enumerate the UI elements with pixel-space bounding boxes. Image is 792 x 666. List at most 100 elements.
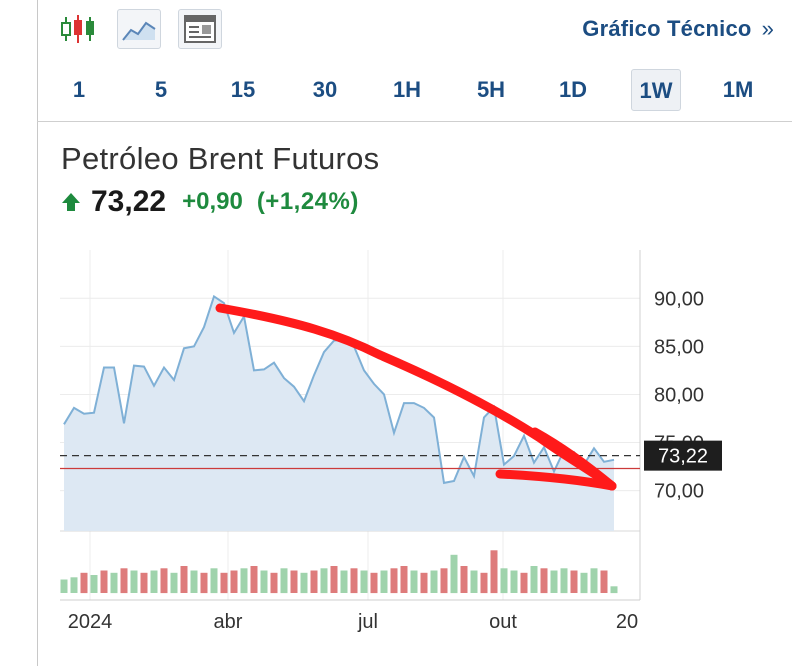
price-area-fill: [64, 296, 614, 531]
interval-selector: 1 5 15 30 1H 5H 1D 1W 1M: [37, 66, 792, 116]
last-price: 73,22: [91, 185, 167, 218]
y-tick-label: 90,00: [654, 288, 704, 310]
interval-1w[interactable]: 1W: [631, 69, 681, 111]
volume-bar: [250, 566, 258, 593]
volume-bar: [130, 570, 138, 593]
line-chart-icon: [122, 21, 156, 41]
volume-bar: [220, 572, 228, 594]
candlestick-icon: [61, 15, 94, 43]
volume-bar: [390, 568, 398, 594]
technical-chart-label: Gráfico Técnico: [582, 16, 752, 41]
volume-bar: [90, 575, 98, 593]
interval-1d[interactable]: 1D: [558, 77, 588, 102]
volume-bar: [380, 570, 388, 593]
panel-left-border: [37, 0, 38, 666]
interval-5[interactable]: 5: [154, 77, 168, 102]
interval-1m[interactable]: 1M: [722, 77, 754, 102]
volume-bar: [150, 570, 158, 593]
trend-annotation-arrowhead-top: [530, 427, 617, 491]
volume-bar: [480, 572, 488, 594]
volume-bar: [450, 554, 458, 594]
volume-bar: [320, 568, 328, 594]
volume-bar: [200, 572, 208, 594]
volume-bar: [550, 570, 558, 593]
volume-bar: [270, 572, 278, 594]
volume-bar: [340, 570, 348, 593]
volume-bar: [180, 566, 188, 593]
volume-bar: [260, 570, 268, 593]
volume-bar: [80, 572, 88, 594]
volume-bar: [590, 568, 598, 594]
volume-bar: [110, 572, 118, 594]
technical-chart-link[interactable]: Gráfico Técnico »: [582, 16, 774, 42]
y-tick-label: 85,00: [654, 336, 704, 358]
interval-1[interactable]: 1: [72, 77, 86, 102]
volume-bar: [490, 550, 498, 594]
current-price-box: [644, 440, 722, 471]
table-view-icon: [184, 15, 216, 43]
volume-bar: [360, 570, 368, 593]
volume-bar: [410, 570, 418, 593]
time-axis-ticks: 2024 abr jul out 20: [68, 611, 638, 633]
volume-bar: [420, 572, 428, 594]
trend-annotation-arrowhead-bottom: [495, 469, 617, 491]
volume-bar: [440, 568, 448, 594]
volume-bar: [190, 570, 198, 593]
volume-bar: [470, 570, 478, 593]
volume-bars: [60, 550, 618, 594]
candlestick-chart-button[interactable]: [56, 9, 100, 49]
instrument-name: Petróleo Brent Futuros: [61, 141, 380, 176]
volume-bar: [60, 579, 68, 593]
volume-bar: [230, 570, 238, 593]
volume-bar: [400, 566, 408, 593]
volume-bar: [170, 572, 178, 594]
y-tick-label: 80,00: [654, 384, 704, 406]
table-view-button[interactable]: [178, 9, 222, 49]
y-tick-label: 70,00: [654, 481, 704, 503]
volume-bar: [300, 572, 308, 594]
current-price-label: 73,22: [658, 446, 708, 468]
volume-bar: [540, 568, 548, 594]
volume-bar: [600, 570, 608, 593]
volume-bar: [160, 568, 168, 594]
x-tick-label: 20: [616, 611, 638, 633]
price-change: +0,90: [182, 188, 243, 215]
volume-bar: [430, 570, 438, 593]
volume-bar: [520, 572, 528, 594]
volume-bar: [290, 570, 298, 593]
volume-bar: [580, 572, 588, 594]
volume-bar: [370, 572, 378, 594]
x-tick-label: out: [489, 611, 517, 633]
volume-bar: [120, 568, 128, 594]
interval-1h[interactable]: 1H: [392, 77, 422, 102]
volume-bar: [500, 568, 508, 594]
volume-bar: [460, 566, 468, 593]
volume-bar: [70, 577, 78, 593]
volume-bar: [210, 568, 218, 594]
price-change-percent: (+1,24%): [256, 188, 359, 215]
interval-15[interactable]: 15: [230, 77, 256, 102]
x-tick-label: abr: [214, 611, 243, 633]
volume-bar: [310, 570, 318, 593]
volume-bar: [610, 586, 618, 594]
volume-bar: [510, 570, 518, 593]
volume-bar: [530, 566, 538, 593]
volume-bar: [100, 570, 108, 593]
volume-bar: [560, 568, 568, 594]
chart-toolbar: Gráfico Técnico »: [37, 0, 792, 62]
volume-bar: [240, 568, 248, 594]
quote-row: 73,22 +0,90 (+1,24%): [61, 184, 359, 220]
line-chart-button[interactable]: [117, 9, 161, 49]
x-tick-label: 2024: [68, 611, 113, 633]
volume-bar: [570, 570, 578, 593]
volume-bar: [350, 568, 358, 594]
volume-bar: [330, 566, 338, 593]
volume-bar: [140, 572, 148, 594]
x-tick-label: jul: [357, 611, 378, 633]
chevron-right-icon: »: [761, 16, 774, 41]
arrow-up-icon: [62, 193, 80, 211]
interval-30[interactable]: 30: [312, 77, 338, 102]
interval-5h[interactable]: 5H: [476, 77, 506, 102]
volume-bar: [280, 568, 288, 594]
